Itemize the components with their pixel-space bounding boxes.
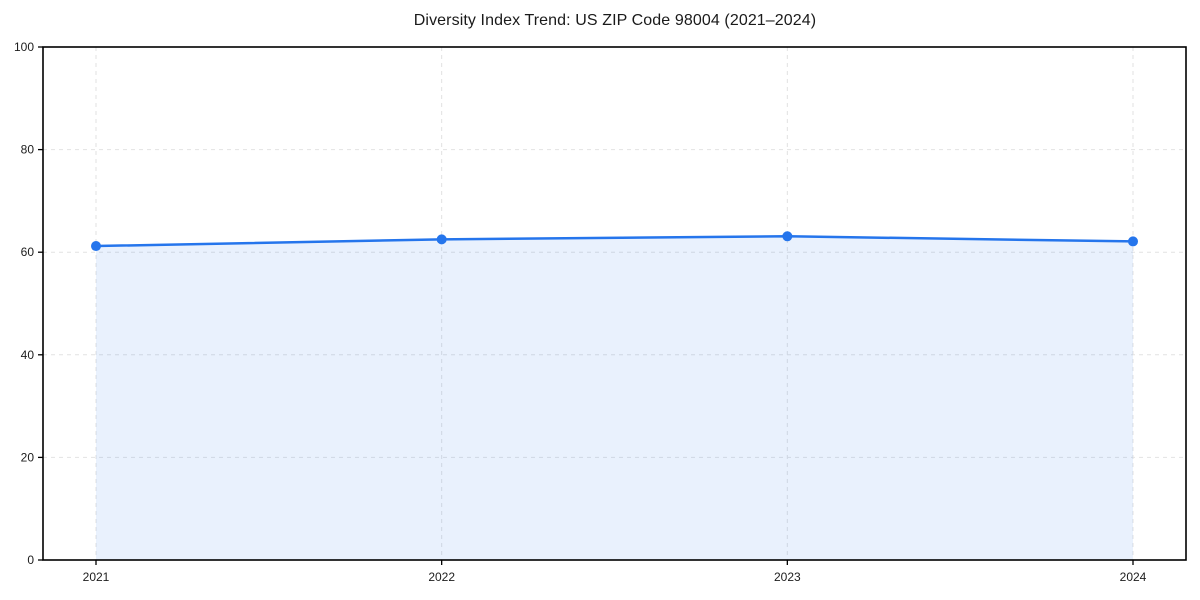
data-point — [782, 231, 793, 242]
trend-line — [94, 235, 1135, 248]
data-point — [1128, 236, 1138, 247]
data-point — [436, 234, 447, 245]
y-tick-label: 20 — [21, 450, 35, 464]
x-tick-label: 2021 — [83, 570, 110, 584]
y-tick-label: 80 — [21, 143, 35, 157]
y-tick-label: 40 — [21, 348, 35, 362]
x-tick-label: 2024 — [1120, 570, 1147, 584]
x-tick-label: 2023 — [774, 570, 801, 584]
x-tick-label: 2022 — [428, 570, 455, 584]
y-tick-label: 0 — [27, 553, 34, 567]
area-fill — [96, 236, 1133, 560]
plot-border — [42, 46, 1187, 561]
y-tick-label: 60 — [21, 245, 35, 259]
chart-title: Diversity Index Trend: US ZIP Code 98004… — [413, 12, 817, 29]
data-point — [91, 241, 101, 252]
y-tick-label: 100 — [14, 40, 34, 54]
